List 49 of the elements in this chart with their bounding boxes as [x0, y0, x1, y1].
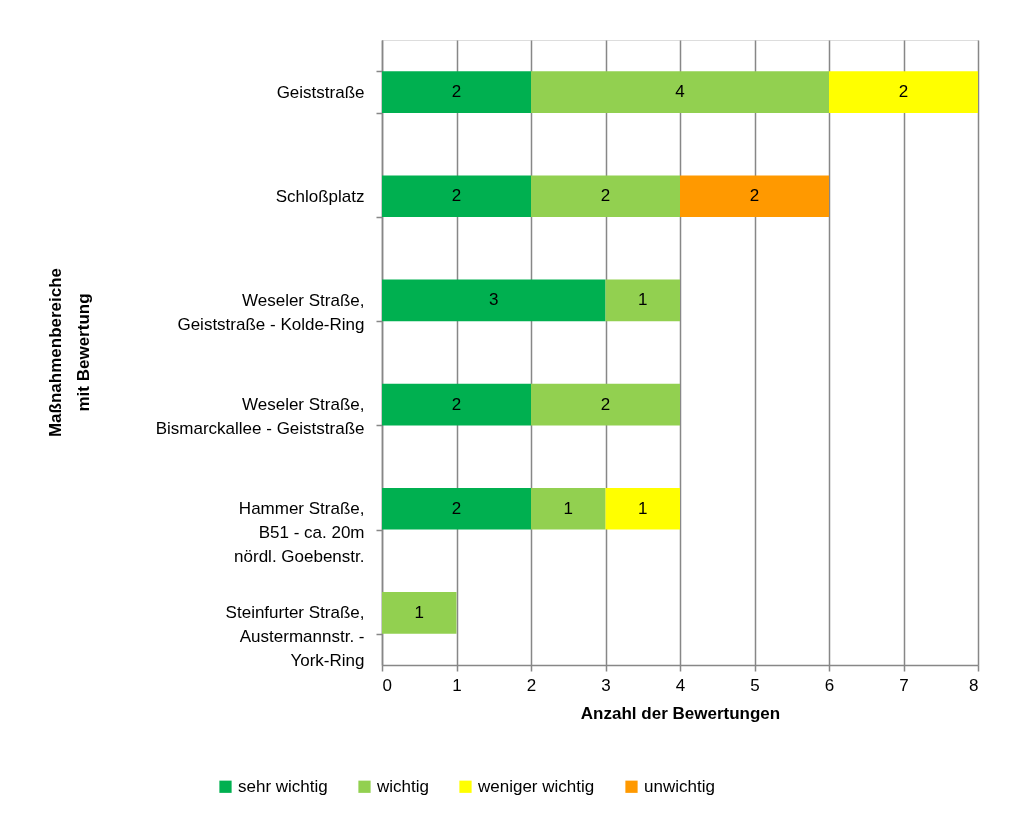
x-tick-label: 5 [750, 675, 760, 695]
legend-label: unwichtig [644, 776, 715, 796]
data-label: 3 [489, 290, 499, 310]
y-tick-label: Steinfurter Straße, Austermannstr. - York-Ring [225, 603, 365, 671]
data-label: 2 [451, 186, 462, 206]
y-tick-label: Weseler Straße, Geiststraße - Kolde-Ring [177, 290, 365, 334]
data-label: 1 [638, 290, 648, 310]
bar [382, 487, 531, 530]
bar [605, 487, 680, 530]
data-label: 2 [451, 394, 462, 414]
x-tick-label: 3 [601, 675, 611, 695]
bar [382, 175, 531, 218]
bar [531, 175, 680, 218]
x-tick-label: 0 [382, 675, 392, 695]
data-label: 2 [451, 498, 462, 518]
legend-label: sehr wichtig [238, 776, 328, 796]
legend-label: wichtig [376, 776, 429, 796]
x-tick-label: 8 [969, 675, 979, 695]
data-label: 2 [600, 186, 611, 206]
bar [531, 383, 680, 426]
bar [382, 592, 457, 634]
bar [605, 279, 680, 322]
data-label: 2 [600, 394, 611, 414]
data-label: 1 [563, 498, 573, 518]
data-label: 1 [638, 498, 648, 518]
y-tick-label: Weseler Straße, Bismarckallee - Geiststraße [155, 395, 365, 439]
x-tick-label: 4 [675, 675, 686, 695]
y-tick-label: Hammer Straße, B51 - ca. 20m nördl. Goebenstr. [234, 499, 365, 567]
y-tick-label: Schloßplatz [275, 186, 365, 206]
x-tick-label: 2 [526, 675, 537, 695]
bar [382, 279, 606, 322]
data-label: 2 [898, 82, 909, 102]
x-axis-title: Anzahl der Bewertungen [580, 703, 781, 723]
x-tick-label: 1 [452, 675, 462, 695]
legend-label: weniger wichtig [477, 776, 595, 796]
bar [680, 175, 829, 218]
bar [382, 383, 531, 426]
x-tick-label: 6 [824, 675, 835, 695]
data-label: 2 [451, 82, 462, 102]
y-tick-label: Geiststraße [276, 82, 365, 102]
bar [829, 71, 978, 113]
bar [531, 487, 606, 530]
data-label: 2 [749, 186, 760, 206]
bar [531, 71, 829, 113]
x-tick-label: 7 [899, 675, 909, 695]
data-label: 1 [414, 602, 424, 622]
bar [382, 71, 531, 113]
data-label: 4 [675, 82, 685, 102]
y-axis-title: Maßnahmenbereiche mit Bewertung [45, 267, 93, 438]
